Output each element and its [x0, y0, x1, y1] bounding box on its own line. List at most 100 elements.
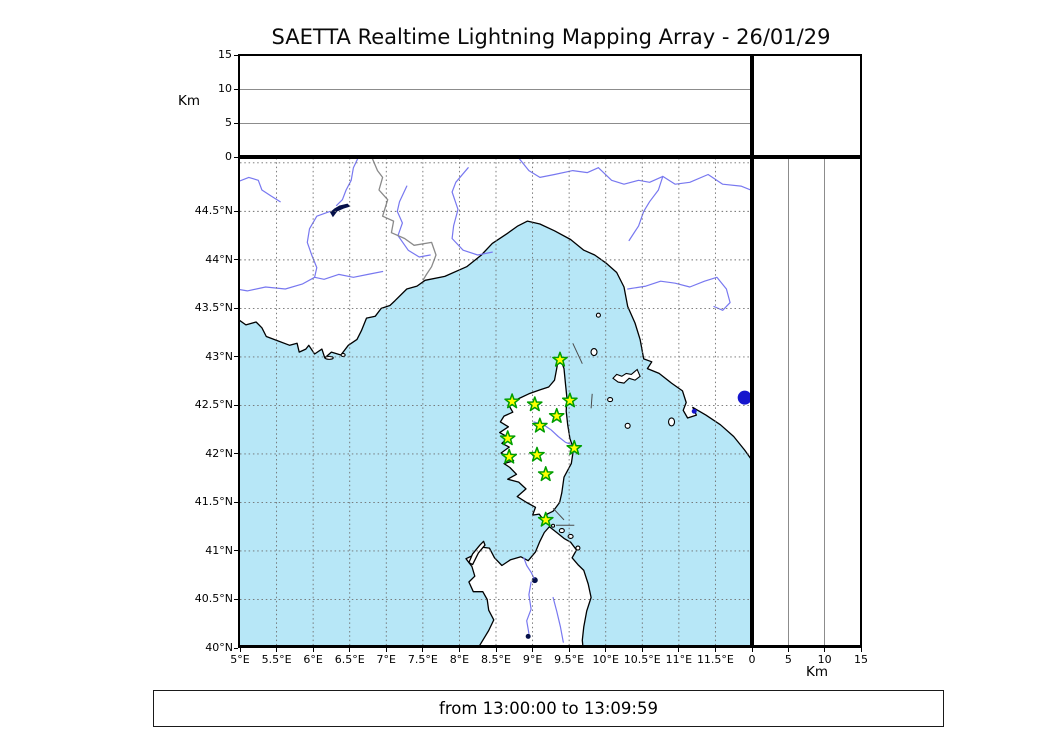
longitude-tick-label: 6°E	[303, 653, 323, 666]
longitude-tick-label: 8°E	[449, 653, 470, 666]
station-star-marker	[532, 417, 548, 433]
latitude-tick-mark	[234, 404, 238, 406]
station-star-marker	[537, 466, 554, 482]
distance-axis-tick-mark	[860, 648, 862, 652]
latitude-tick-label: 41°N	[205, 543, 233, 557]
latitude-tick-label: 44°N	[205, 252, 233, 266]
longitude-tick-label: 11.5°E	[696, 653, 734, 666]
longitude-tick-label: 5°E	[230, 653, 250, 666]
longitude-tick-mark	[458, 648, 460, 652]
lake-orbetello	[691, 408, 697, 414]
altitude-axis-tick-label: 0	[225, 150, 232, 163]
river-line	[451, 167, 493, 256]
altitude-panel-gridline	[240, 122, 750, 124]
frame-thick-horizontal	[238, 155, 862, 159]
latitude-tick-mark	[234, 259, 238, 261]
longitude-tick-mark	[568, 648, 570, 652]
latitude-tick-label: 40°N	[205, 641, 233, 654]
altitude-axis-label: Km	[178, 93, 201, 109]
island-maddalena-3	[575, 545, 581, 551]
station-star-marker	[561, 392, 578, 408]
longitude-tick-mark	[641, 648, 643, 652]
distance-axis-label: Km	[805, 664, 828, 680]
island-pianosa	[607, 397, 614, 403]
latitude-tick-mark	[234, 210, 238, 212]
longitude-tick-label: 9°E	[522, 653, 543, 666]
time-range-text: from 13:00:00 to 13:09:59	[439, 699, 658, 718]
latitude-tick-label: 43°N	[205, 349, 233, 363]
longitude-tick-mark	[714, 648, 716, 652]
island-maddalena-1	[558, 528, 565, 534]
river-line	[396, 185, 431, 258]
lake-bolsena	[737, 390, 752, 405]
island-capraia	[590, 348, 598, 357]
country-border-line	[371, 158, 437, 281]
altitude-axis-tick-mark	[234, 54, 238, 56]
station-star-marker	[537, 511, 554, 527]
island-gorgona	[595, 312, 601, 318]
river-line	[313, 270, 384, 280]
frame-top-line	[238, 54, 862, 56]
longitude-tick-mark	[239, 648, 241, 652]
longitude-tick-label: 9.5°E	[554, 653, 585, 666]
latitude-tick-mark	[234, 550, 238, 552]
lake-omodeo	[525, 633, 531, 639]
river-line	[335, 158, 359, 207]
longitude-tick-mark	[605, 648, 607, 652]
lake-coghinas	[531, 577, 538, 584]
longitude-tick-label: 8.5°E	[481, 653, 511, 666]
latitude-tick-mark	[234, 453, 238, 455]
distance-panel-gridline	[824, 159, 826, 645]
distance-axis-tick-label: 15	[854, 653, 868, 666]
latitude-tick-mark	[234, 598, 238, 600]
latitude-tick-label: 43.5°N	[194, 301, 233, 315]
river-line	[526, 581, 532, 634]
longitude-tick-mark	[385, 648, 387, 652]
longitude-tick-mark	[276, 648, 278, 652]
river-line	[517, 158, 599, 178]
distance-panel-gridline	[787, 159, 789, 645]
longitude-tick-mark	[678, 648, 680, 652]
longitude-tick-label: 11°E	[665, 653, 693, 666]
station-star-marker	[526, 396, 543, 412]
longitude-tick-mark	[312, 648, 314, 652]
landmass-asinara	[468, 540, 486, 566]
longitude-tick-mark	[495, 648, 497, 652]
longitude-tick-label: 6.5°E	[334, 653, 365, 666]
maritime-boundary-segment	[590, 393, 593, 409]
maritime-boundary-segment	[552, 507, 565, 521]
latitude-tick-mark	[234, 307, 238, 309]
altitude-axis-tick-label: 5	[225, 116, 232, 129]
distance-axis-tick-mark	[751, 648, 753, 652]
island-montecristo	[624, 422, 631, 429]
map-canvas	[240, 158, 752, 648]
longitude-tick-mark	[349, 648, 351, 652]
altitude-axis-tick-mark	[234, 88, 238, 90]
altitude-axis-tick-label: 10	[218, 82, 232, 95]
latitude-tick-label: 40.5°N	[194, 592, 233, 606]
station-star-marker	[499, 430, 516, 446]
river-line	[627, 276, 731, 311]
island-lavezzi	[551, 523, 556, 528]
longitude-tick-mark	[532, 648, 534, 652]
altitude-axis-tick-mark	[234, 122, 238, 124]
altitude-axis-tick-mark	[234, 156, 238, 158]
distance-axis-tick-label: 0	[748, 653, 756, 666]
island-elba	[612, 368, 641, 384]
time-range-box: from 13:00:00 to 13:09:59	[153, 690, 944, 727]
latitude-tick-label: 42.5°N	[194, 398, 233, 412]
altitude-panel-gridline	[240, 88, 750, 90]
latitude-tick-label: 44.5°N	[194, 204, 233, 218]
latitude-tick-label: 42°N	[205, 446, 233, 460]
maritime-boundary-segment	[572, 343, 583, 364]
station-star-marker	[504, 393, 520, 409]
station-star-marker	[552, 351, 568, 367]
river-line	[628, 175, 664, 242]
latitude-tick-mark	[234, 356, 238, 358]
station-star-marker	[566, 439, 583, 455]
river-line	[240, 210, 331, 292]
island-giglio	[667, 417, 676, 427]
longitude-tick-label: 7.5°E	[407, 653, 438, 666]
distance-axis-tick-label: 5	[784, 653, 792, 666]
